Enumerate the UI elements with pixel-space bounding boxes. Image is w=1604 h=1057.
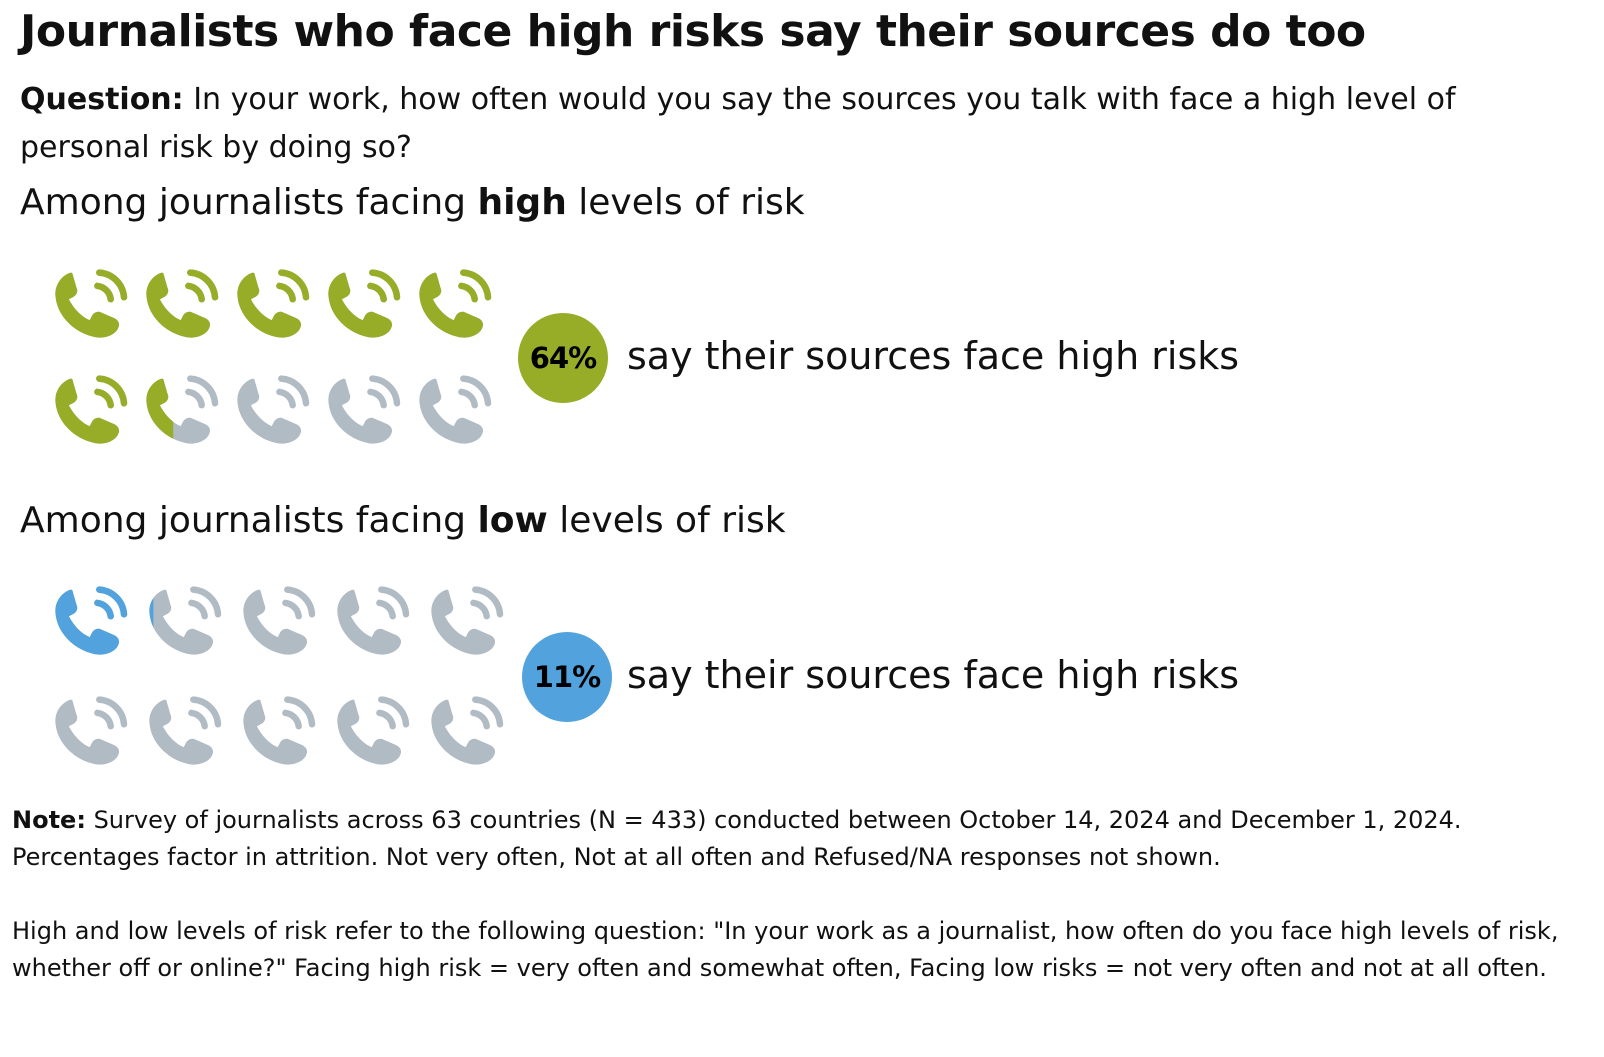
section-heading-high: Among journalists facing high levels of …: [20, 182, 805, 223]
phone-icon: [328, 375, 401, 444]
note-paragraph-2: High and low levels of risk refer to the…: [12, 917, 1559, 982]
phone-icon: [237, 375, 310, 444]
phone-icon: [149, 696, 222, 765]
percent-value: 11%: [533, 660, 601, 694]
chart-title: Journalists who face high risks say thei…: [20, 6, 1366, 57]
heading-suffix: levels of risk: [578, 182, 805, 223]
phone-icon: [146, 375, 219, 444]
section-heading-low: Among journalists facing low levels of r…: [20, 500, 786, 541]
pictogram-low-risk: [55, 586, 504, 765]
note-label: Note:: [12, 806, 86, 834]
question-block: Question: In your work, how often would …: [20, 76, 1560, 172]
heading-emphasis: high: [477, 182, 567, 223]
phone-icon: [55, 269, 128, 338]
heading-prefix: Among journalists facing: [20, 182, 466, 223]
percent-badge-high: 64%: [518, 313, 608, 403]
pictogram-high-risk: [55, 269, 492, 444]
phone-icon: [55, 696, 128, 765]
phone-icon: [419, 375, 492, 444]
percent-statement-high: say their sources face high risks: [627, 334, 1240, 378]
phone-icon: [55, 375, 128, 444]
heading-prefix: Among journalists facing: [20, 500, 466, 541]
phone-icon: [328, 269, 401, 338]
question-label: Question:: [20, 82, 184, 117]
note-paragraph: Note: Survey of journalists across 63 co…: [12, 802, 1592, 876]
heading-suffix: levels of risk: [559, 500, 786, 541]
phone-icon: [337, 586, 410, 655]
phone-icon: [149, 586, 222, 655]
percent-badge-low: 11%: [522, 632, 612, 722]
phone-icon: [431, 696, 504, 765]
phone-icon: [431, 586, 504, 655]
phone-icon: [337, 696, 410, 765]
percent-statement-low: say their sources face high risks: [627, 653, 1240, 697]
phone-icon: [243, 696, 316, 765]
percent-value: 64%: [529, 341, 597, 375]
phone-icon: [243, 586, 316, 655]
heading-emphasis: low: [477, 500, 548, 541]
phone-icon: [146, 269, 219, 338]
phone-icon: [419, 269, 492, 338]
note-text: Survey of journalists across 63 countrie…: [12, 806, 1462, 871]
footnote: Note: Survey of journalists across 63 co…: [12, 802, 1592, 987]
phone-icon: [55, 586, 128, 655]
phone-icon: [237, 269, 310, 338]
question-text: In your work, how often would you say th…: [20, 82, 1456, 165]
